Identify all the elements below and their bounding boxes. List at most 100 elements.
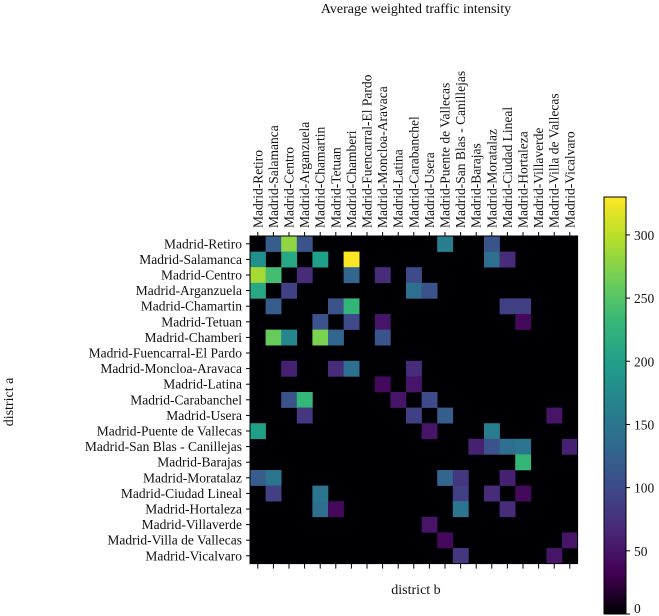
heatmap-cell (296, 392, 313, 408)
heatmap-cell (312, 251, 329, 268)
heatmap-cell (437, 470, 454, 486)
colorbar-tick-label: 200 (634, 354, 655, 369)
row-label: Madrid-Vicalvaro (145, 548, 242, 563)
heatmap-cell (265, 267, 282, 284)
heatmap-cell (406, 282, 422, 299)
column-label: Madrid-Villaverde (531, 128, 546, 228)
column-label: Madrid-Vicalvaro (562, 131, 577, 228)
row-label: Madrid-Villaverde (142, 517, 242, 532)
heatmap-cell (546, 548, 563, 564)
heatmap-cell (499, 470, 516, 486)
heatmap-cell (452, 485, 469, 502)
heatmap-cell (421, 282, 438, 299)
row-label: Madrid-Villa de Vallecas (107, 533, 242, 548)
heatmap-cell (265, 236, 282, 252)
heatmap-cell (484, 485, 500, 502)
heatmap-cell (281, 251, 298, 268)
heatmap-cell (437, 532, 454, 549)
heatmap-cell (250, 251, 266, 268)
column-label: Madrid-Villa de Vallecas (547, 93, 562, 228)
row-label: Madrid-Latina (163, 377, 242, 392)
heatmap-cell (452, 548, 469, 564)
x-axis-label: district b (391, 583, 440, 598)
heatmap-cell (499, 501, 516, 518)
row-label: Madrid-San Blas - Canillejas (85, 439, 242, 454)
column-label: Madrid-Fuencarral-El Pardo (360, 74, 375, 228)
row-label: Madrid-Retiro (164, 236, 242, 251)
heatmap-cell (250, 282, 266, 299)
column-label: Madrid-Puente de Vallecas (438, 83, 453, 228)
row-label: Madrid-Usera (166, 408, 242, 423)
row-label: Madrid-Puente de Vallecas (97, 424, 242, 439)
heatmap-cell (437, 407, 454, 424)
row-label: Madrid-Salamanca (139, 252, 242, 267)
heatmap-cell (499, 438, 516, 455)
column-label: Madrid-Arganzuela (297, 122, 312, 228)
heatmap-cell (374, 376, 391, 393)
colorbar: 0 50 100 150 200 250 300 (603, 196, 655, 616)
heatmap-cell (437, 236, 454, 252)
column-label: Madrid-Barajas (469, 143, 484, 228)
row-label: Madrid-Centro (161, 268, 242, 283)
heatmap-cell (515, 485, 532, 502)
heatmap-cell (250, 423, 266, 440)
heatmap-cell (328, 298, 344, 315)
heatmap-cell (374, 267, 391, 284)
heatmap-cell (281, 282, 298, 299)
column-label: Madrid-Carabanchel (406, 116, 421, 228)
heatmap-cell (421, 423, 438, 440)
heatmap-cell (265, 298, 282, 315)
heatmap-cell (312, 329, 329, 346)
heatmap-cell (562, 438, 578, 455)
heatmap-cells (249, 235, 579, 565)
heatmap-cell (296, 407, 313, 424)
heatmap-cell (406, 360, 422, 377)
row-label: Madrid-Hortaleza (145, 502, 242, 517)
heatmap-cell (515, 298, 532, 315)
row-label: Madrid-Moratalaz (143, 470, 242, 485)
heatmap-cell (484, 438, 500, 455)
heatmap-cell (374, 314, 391, 330)
heatmap-cell (343, 298, 360, 315)
column-label: Madrid-Chamberi (344, 130, 359, 228)
heatmap-cell (328, 360, 344, 377)
column-label: Madrid-Chamartin (313, 127, 328, 228)
axis-ticks (246, 232, 571, 569)
colorbar-gradient (603, 196, 627, 615)
column-label: Madrid-Moncloa-Aravaca (375, 86, 390, 228)
column-label: Madrid-Moratalaz (484, 129, 499, 228)
heatmap-cell (562, 532, 578, 549)
heatmap-cell (421, 516, 438, 533)
row-label: Madrid-Ciudad Lineal (121, 486, 242, 501)
row-label: Madrid-Chamberi (145, 330, 243, 345)
heatmap-cell (296, 236, 313, 252)
heatmap-cell (499, 251, 516, 268)
colorbar-tick-label: 250 (634, 291, 655, 306)
heatmap-cell (484, 423, 500, 440)
column-label: Madrid-San Blas - Canillejas (453, 71, 468, 228)
heatmap-cell (312, 485, 329, 502)
heatmap-cell (343, 267, 360, 284)
heatmap-cell (312, 501, 329, 518)
row-labels: Madrid-RetiroMadrid-SalamancaMadrid-Cent… (85, 236, 242, 563)
heatmap-cell (281, 392, 298, 408)
heatmap-cell (312, 314, 329, 330)
row-label: Madrid-Moncloa-Aravaca (100, 361, 242, 376)
row-label: Madrid-Chamartin (141, 299, 242, 314)
heatmap-cell (250, 470, 266, 486)
heatmap-cell (390, 392, 407, 408)
column-label: Madrid-Usera (422, 152, 437, 228)
column-label: Madrid-Salamanca (266, 125, 281, 228)
heatmap-cell (515, 454, 532, 471)
y-axis-label: district a (2, 377, 17, 426)
heatmap-cell (468, 438, 485, 455)
heatmap-cell (374, 329, 391, 346)
heatmap-cell (250, 267, 266, 284)
heatmap-cell (515, 314, 532, 330)
column-label: Madrid-Tetuan (328, 147, 343, 228)
heatmap-cell (343, 251, 360, 268)
heatmap-cell (421, 392, 438, 408)
heatmap-cell (499, 298, 516, 315)
column-label: Madrid-Hortaleza (516, 131, 531, 228)
row-label: Madrid-Barajas (157, 455, 242, 470)
